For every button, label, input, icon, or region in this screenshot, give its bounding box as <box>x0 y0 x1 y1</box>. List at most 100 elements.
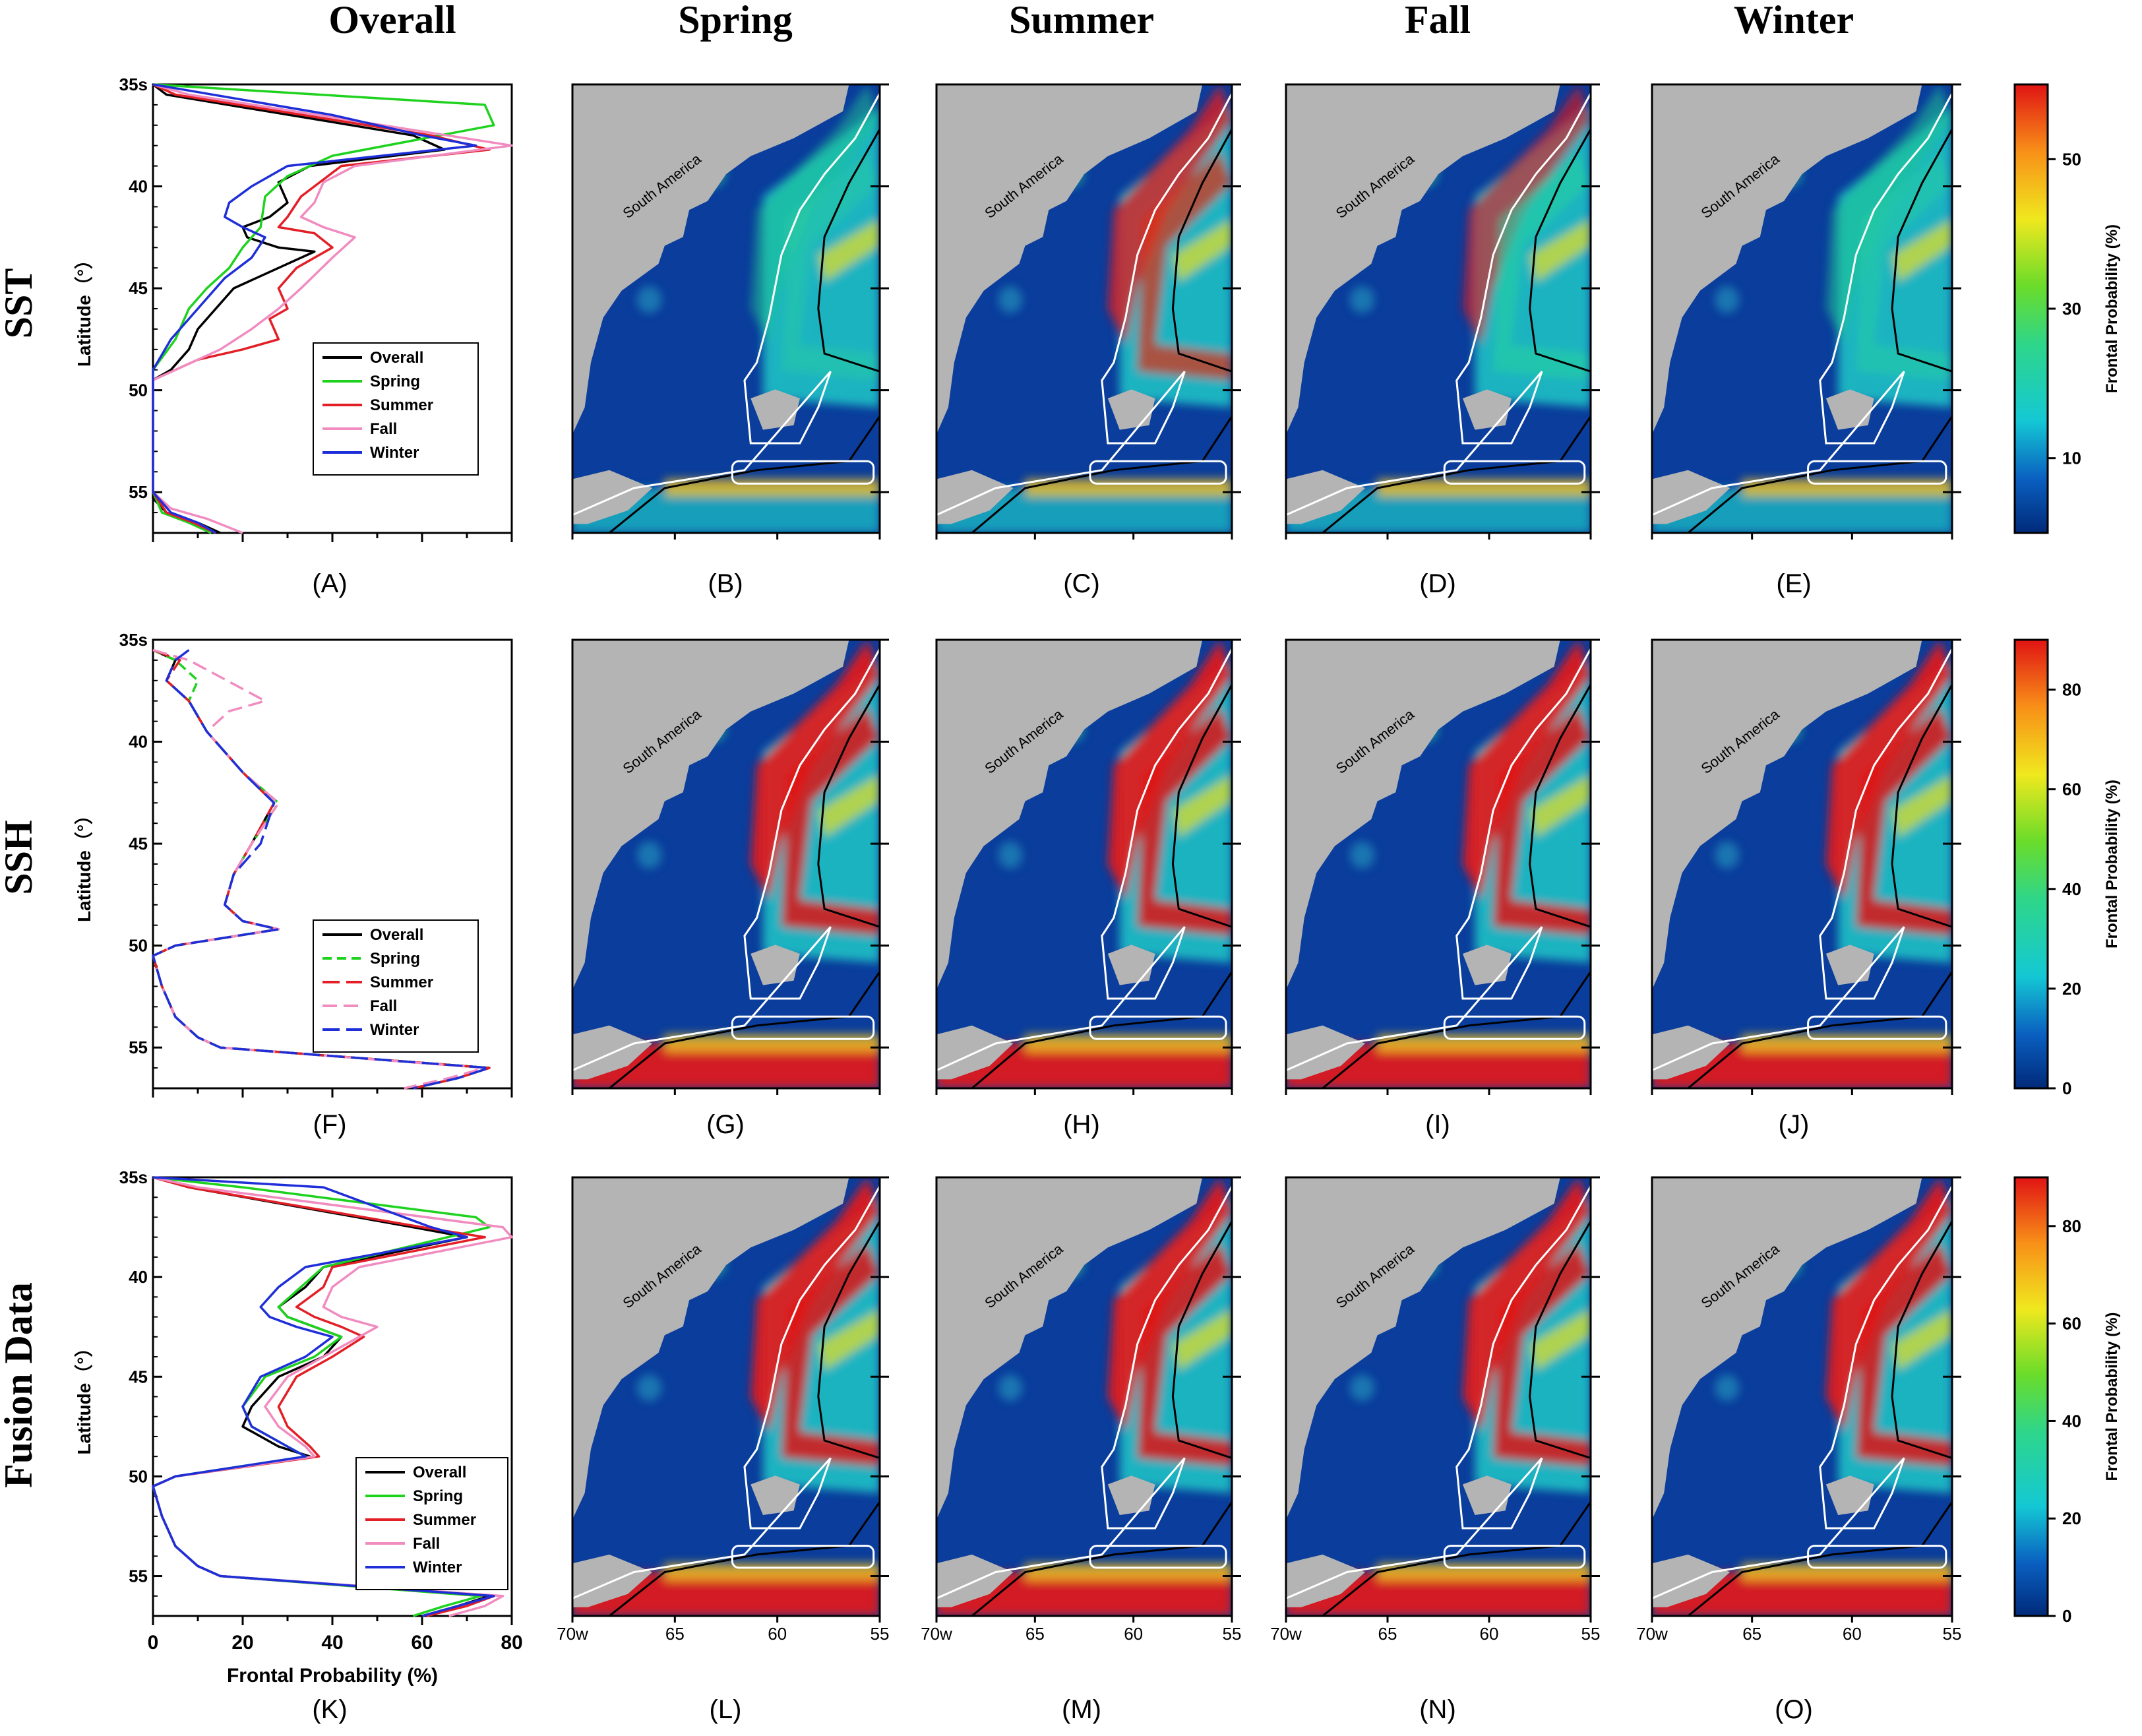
column-title-overall: Overall <box>328 0 456 42</box>
land-south-america <box>1286 1177 1560 1520</box>
land-south-america <box>572 84 849 435</box>
panel-label-g: (G) <box>706 1110 745 1139</box>
map-frame <box>935 83 1233 534</box>
legend-entry-summer: Summer <box>413 1511 476 1529</box>
series-line-winter <box>152 83 477 534</box>
map-panel-sst-spring: South America <box>571 83 889 540</box>
profile-plot-2: 35s 40 45 50 55 Latitude（°） Overall Spring Summe… <box>73 1167 513 1625</box>
map-content <box>1286 640 1591 1088</box>
burdwood-bank-contour <box>1089 1015 1227 1040</box>
legend: Overall Spring Summer Fall Winter <box>355 1457 508 1590</box>
map-panel-sst-winter: South America <box>1651 83 1961 540</box>
shelf-break-front <box>1462 640 1591 900</box>
colorbar-ramp <box>2013 1176 2049 1617</box>
y-tick-label: 50 <box>129 1466 148 1486</box>
current-loop-front <box>1856 1243 1952 1467</box>
transition-zone <box>1173 219 1232 282</box>
transition-zone <box>1529 774 1591 838</box>
map-panel-ssh-summer: South America <box>935 638 1241 1095</box>
y-axis-label: Latitude（°） <box>73 806 94 922</box>
legend-entry-fall: Fall <box>370 420 397 438</box>
isobath-shallow <box>936 648 1232 1072</box>
isobath-shallow <box>936 1185 1232 1599</box>
current-loop-front <box>1137 1243 1232 1467</box>
burdwood-bank-contour <box>1807 460 1947 485</box>
legend-entry-overall: Overall <box>413 1464 466 1481</box>
transition-zone <box>1892 219 1952 282</box>
map-lon-label: 55 <box>1223 1624 1242 1644</box>
shelf-break-front <box>1462 84 1591 345</box>
burdwood-bank-contour <box>1807 1015 1947 1040</box>
shelf-break-front <box>1462 1177 1591 1432</box>
shelf-break-front <box>1825 640 1952 900</box>
coastal-front-blob <box>1350 1375 1374 1402</box>
isobath-deep <box>971 1220 1232 1616</box>
map-content <box>1652 84 1952 533</box>
transition-zone <box>1529 1309 1591 1371</box>
isobath-shallow <box>1652 1185 1952 1599</box>
shelf-break-front <box>1107 1177 1232 1432</box>
land-south-america <box>1652 640 1922 990</box>
colorbar-tick-label: 10 <box>2062 449 2081 468</box>
current-loop-front <box>1493 1243 1591 1467</box>
burdwood-bank-contour <box>1443 1015 1586 1040</box>
map-lon-label: 65 <box>1378 1624 1397 1644</box>
colorbar-ramp <box>2013 638 2049 1090</box>
profile-plots: 35s 40 45 50 55 Latitude（°） Overall Spring Summe… <box>73 75 523 1687</box>
row-titles: SST SSH Fusion Data <box>0 268 40 1488</box>
colorbar-tick-label: 0 <box>2062 1078 2071 1098</box>
map-content <box>1286 84 1591 533</box>
isobath-deep <box>608 1220 880 1616</box>
isobath-shallow <box>572 1185 880 1599</box>
map-lon-label: 70w <box>921 1624 952 1644</box>
coastal-front-blob <box>1715 1375 1739 1402</box>
map-lon-label: 65 <box>1025 1624 1045 1644</box>
y-tick-label: 55 <box>129 1038 148 1057</box>
colorbar-fusion-data: 0 20 40 60 80 Frontal Probability (%) <box>2013 1176 2121 1626</box>
transition-zone <box>1892 1309 1952 1371</box>
shelf-break-front <box>750 84 880 345</box>
map-frame <box>1285 1176 1592 1617</box>
isobath-deep <box>608 129 880 533</box>
isobath-shallow <box>1652 92 1952 516</box>
isobath-deep <box>1687 129 1952 533</box>
map-lon-label: 65 <box>665 1624 685 1644</box>
isobath-shallow <box>572 92 880 516</box>
coastal-front-blob <box>1715 842 1739 869</box>
map-frame <box>571 638 881 1090</box>
row-title-fusion: Fusion Data <box>0 1282 40 1488</box>
isobath-shallow <box>1286 1185 1591 1599</box>
legend-entry-winter: Winter <box>370 1021 419 1039</box>
burdwood-bank-contour <box>731 1545 875 1569</box>
colorbar-tick-label: 20 <box>2062 1508 2081 1528</box>
legend-entry-summer: Summer <box>370 396 433 414</box>
land-south-america <box>1652 1177 1922 1520</box>
transition-zone <box>818 219 880 282</box>
colorbar-ramp <box>2013 83 2049 534</box>
column-titles: Overall Spring Summer Fall Winter <box>328 0 1854 42</box>
transition-zone <box>1173 774 1232 838</box>
y-tick-label: 50 <box>129 936 148 956</box>
colorbar-tick-label: 40 <box>2062 879 2081 899</box>
map-lon-label: 70w <box>557 1624 588 1644</box>
shelf-break-front <box>1107 84 1232 345</box>
isobath-deep <box>971 684 1232 1088</box>
map-lon-label: 70w <box>1636 1624 1668 1644</box>
panel-label-h: (H) <box>1063 1110 1100 1139</box>
land-south-america <box>1286 640 1560 990</box>
panel-label-b: (B) <box>708 569 743 598</box>
colorbar-tick-label: 60 <box>2062 780 2081 799</box>
land-south-america <box>936 1177 1203 1520</box>
coastal-front-blob <box>998 842 1022 869</box>
y-tick-label: 55 <box>129 482 148 502</box>
current-loop-front <box>1856 152 1952 381</box>
x-axis-label: Frontal Probability (%) <box>227 1665 438 1687</box>
y-axis-label: Latitude（°） <box>73 251 94 367</box>
map-lon-label: 55 <box>1943 1624 1962 1644</box>
map-panel-ssh-fall: South America <box>1285 638 1600 1095</box>
current-loop-front <box>1493 707 1591 936</box>
shelf-break-front <box>1107 640 1232 900</box>
isobath-shallow <box>1286 92 1591 516</box>
shelf-break-front <box>1825 84 1952 345</box>
